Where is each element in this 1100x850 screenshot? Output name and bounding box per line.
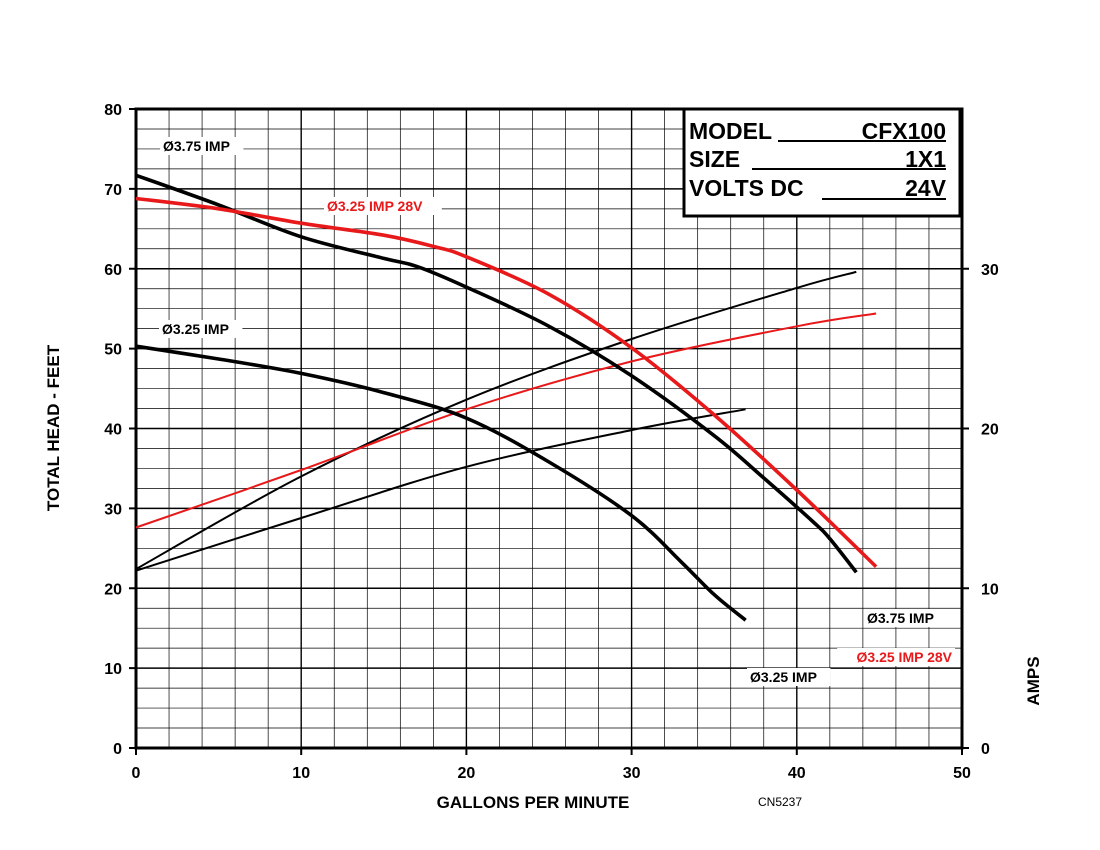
model-info-box: MODEL CFX100 SIZE 1X1 VOLTS DC 24V xyxy=(682,107,962,218)
chart-code: CN5237 xyxy=(758,795,802,809)
y2-tick-label: 0 xyxy=(981,741,990,758)
y-tick-label: 50 xyxy=(104,342,122,359)
y-tick-label: 60 xyxy=(104,262,122,279)
y2-tick-label: 10 xyxy=(981,581,999,598)
curve-label: Ø3.25 IMP xyxy=(750,669,817,685)
curve-label: Ø3.75 IMP xyxy=(867,610,934,626)
head-curve xyxy=(135,344,747,622)
x-tick-label: 50 xyxy=(953,765,971,782)
x-tick-label: 30 xyxy=(623,765,641,782)
y-axis-title: TOTAL HEAD - FEET xyxy=(44,344,63,511)
amps-curve xyxy=(135,270,857,570)
y-tick-label: 80 xyxy=(104,102,122,119)
curve-label-bg xyxy=(324,197,442,215)
x-axis-title: GALLONS PER MINUTE xyxy=(437,793,630,812)
y-tick-label: 20 xyxy=(104,581,122,598)
model-value: CFX100 xyxy=(862,118,946,144)
size-label: SIZE xyxy=(689,146,740,172)
volts-value: 24V xyxy=(905,175,947,201)
x-tick-label: 20 xyxy=(458,765,476,782)
x-tick-label: 40 xyxy=(788,765,806,782)
x-tick-label: 0 xyxy=(132,765,141,782)
curve-label: Ø3.25 IMP 28V xyxy=(857,649,953,665)
curve-label: Ø3.75 IMP xyxy=(163,138,230,154)
grid xyxy=(136,109,962,748)
curve-label-bg xyxy=(747,668,831,686)
model-label: MODEL xyxy=(689,118,772,144)
curve-label: Ø3.25 IMP 28V xyxy=(327,198,423,214)
curve-label: Ø3.25 IMP xyxy=(162,321,229,337)
x-tick-label: 10 xyxy=(292,765,310,782)
y2-tick-label: 30 xyxy=(981,262,999,279)
head-curve xyxy=(135,196,878,568)
y2-axis-title: AMPS xyxy=(1024,656,1043,705)
y-tick-label: 30 xyxy=(104,501,122,518)
amps-curve xyxy=(135,408,746,572)
head-curve xyxy=(135,173,858,574)
volts-label: VOLTS DC xyxy=(689,175,804,201)
size-value: 1X1 xyxy=(905,146,946,172)
amps-curve xyxy=(135,312,877,529)
y-tick-label: 0 xyxy=(113,741,122,758)
y-tick-label: 10 xyxy=(104,661,122,678)
curve-label-bg xyxy=(864,609,948,627)
curve-label-bg xyxy=(159,320,243,338)
y-tick-label: 40 xyxy=(104,422,122,439)
y-tick-label: 70 xyxy=(104,182,122,199)
curve-label-bg xyxy=(160,137,244,155)
curve-label-bg xyxy=(837,648,955,666)
y2-tick-label: 20 xyxy=(981,422,999,439)
